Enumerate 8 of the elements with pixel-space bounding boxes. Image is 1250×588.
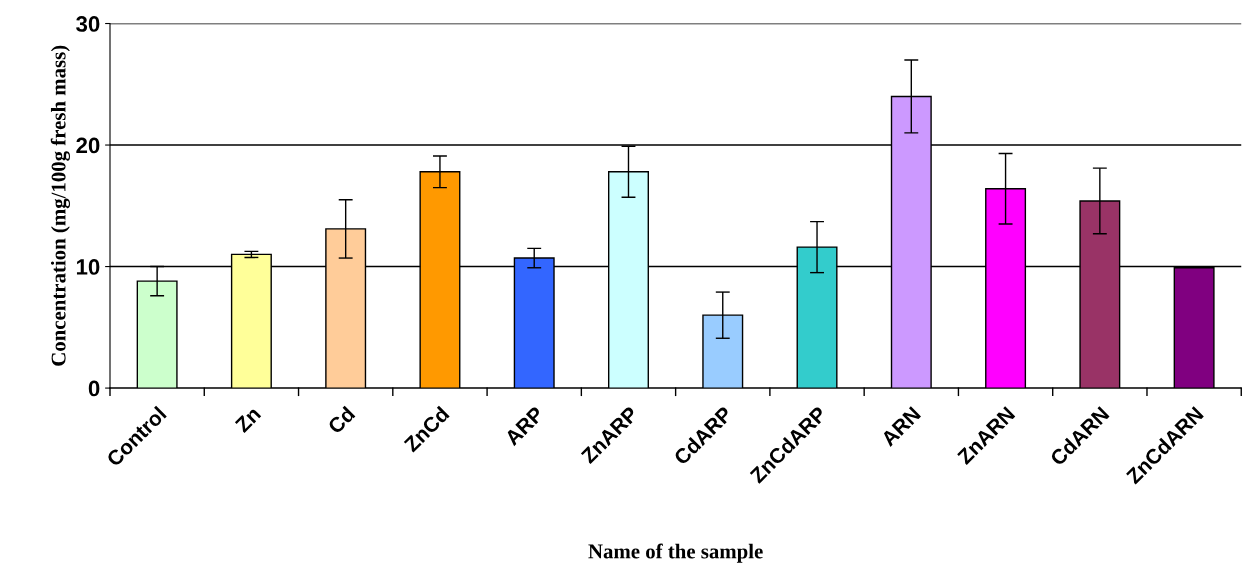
x-tick-label: Zn	[234, 406, 262, 433]
x-axis-title: Name of the sample	[588, 543, 763, 563]
x-tick-label: Cd	[326, 405, 356, 435]
y-axis-title: Concentration (mg/100g fresh mass)	[50, 45, 71, 366]
y-tick-label: 10	[76, 259, 100, 275]
y-tick-label: 30	[76, 16, 100, 32]
y-tick-label: 20	[76, 137, 100, 154]
y-tick-label: 0	[88, 380, 100, 397]
